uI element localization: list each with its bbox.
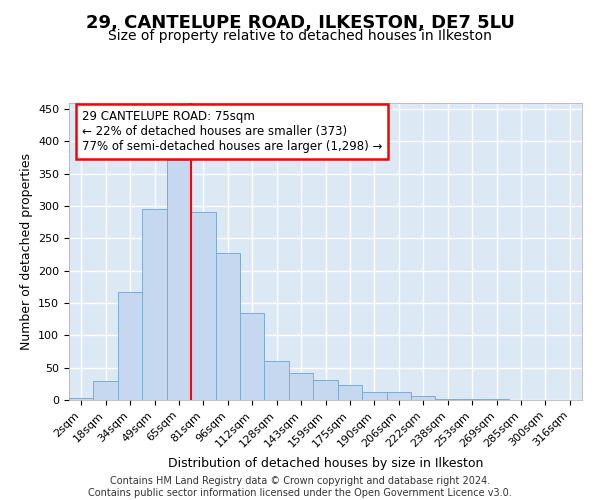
Bar — [411, 396, 436, 400]
Bar — [118, 292, 142, 400]
Bar — [94, 381, 118, 400]
Bar — [69, 398, 94, 400]
Bar — [386, 392, 411, 400]
Text: Size of property relative to detached houses in Ilkeston: Size of property relative to detached ho… — [108, 29, 492, 43]
Bar — [362, 392, 386, 400]
Bar — [142, 208, 167, 400]
Y-axis label: Number of detached properties: Number of detached properties — [20, 153, 32, 350]
X-axis label: Distribution of detached houses by size in Ilkeston: Distribution of detached houses by size … — [168, 457, 483, 470]
Bar — [191, 212, 215, 400]
Bar — [313, 380, 338, 400]
Bar — [265, 360, 289, 400]
Text: 29 CANTELUPE ROAD: 75sqm
← 22% of detached houses are smaller (373)
77% of semi-: 29 CANTELUPE ROAD: 75sqm ← 22% of detach… — [82, 110, 382, 153]
Bar — [215, 252, 240, 400]
Bar — [338, 385, 362, 400]
Text: Contains HM Land Registry data © Crown copyright and database right 2024.
Contai: Contains HM Land Registry data © Crown c… — [88, 476, 512, 498]
Bar — [289, 373, 313, 400]
Bar — [240, 312, 265, 400]
Text: 29, CANTELUPE ROAD, ILKESTON, DE7 5LU: 29, CANTELUPE ROAD, ILKESTON, DE7 5LU — [86, 14, 514, 32]
Bar — [436, 398, 460, 400]
Bar — [167, 160, 191, 400]
